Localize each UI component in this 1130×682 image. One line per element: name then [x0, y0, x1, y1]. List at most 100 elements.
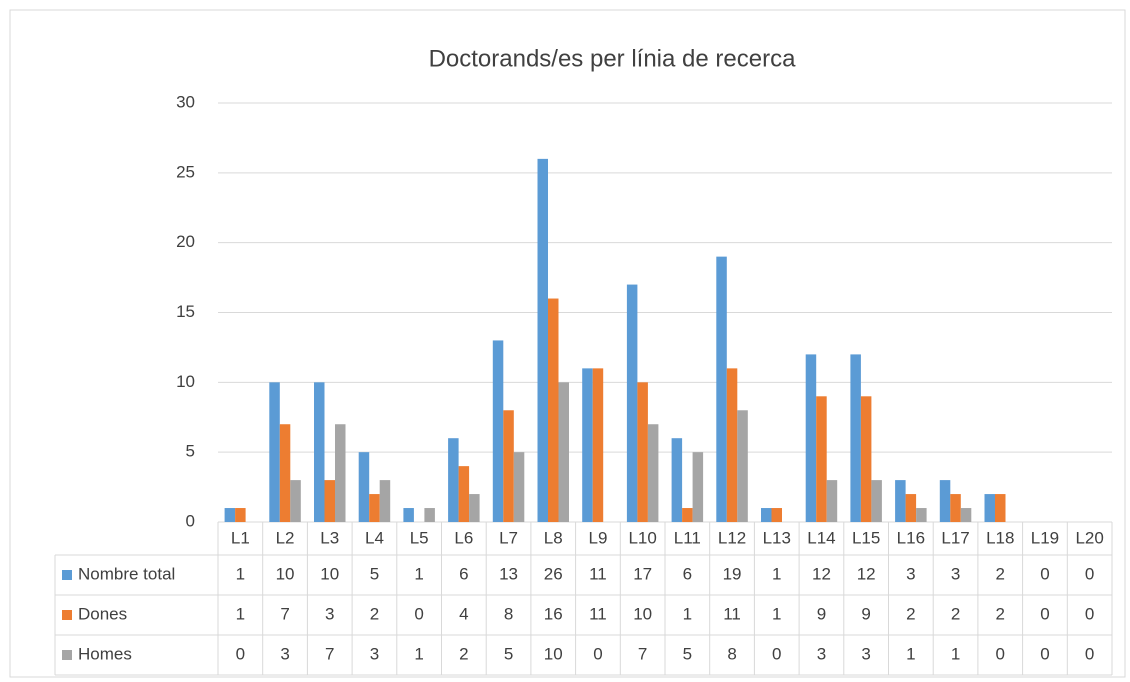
- table-value: 0: [1040, 644, 1049, 663]
- bar: [492, 340, 504, 522]
- x-tick-label: L15: [852, 528, 880, 547]
- bar: [537, 158, 548, 522]
- bar: [637, 382, 648, 522]
- table-value: 4: [459, 604, 468, 623]
- bar: [984, 494, 995, 522]
- table-value: 3: [370, 644, 379, 663]
- table-value: 0: [236, 644, 245, 663]
- bar: [582, 368, 593, 522]
- table-value: 3: [280, 644, 289, 663]
- table-value: 2: [951, 604, 960, 623]
- table-value: 1: [772, 564, 781, 583]
- table-value: 1: [236, 604, 245, 623]
- table-value: 12: [812, 564, 831, 583]
- bar: [850, 354, 861, 522]
- x-tick-label: L6: [454, 528, 473, 547]
- x-tick-label: L7: [499, 528, 518, 547]
- x-tick-label: L5: [410, 528, 429, 547]
- legend-label: Homes: [78, 644, 132, 663]
- x-tick-label: L20: [1075, 528, 1103, 547]
- x-tick-label: L8: [544, 528, 563, 547]
- table-value: 11: [589, 564, 607, 583]
- table-value: 1: [772, 604, 781, 623]
- table-value: 6: [459, 564, 468, 583]
- table-value: 10: [276, 564, 295, 583]
- table-value: 19: [723, 564, 742, 583]
- table-value: 0: [593, 644, 602, 663]
- table-value: 1: [236, 564, 245, 583]
- bar: [403, 508, 414, 522]
- chart-title: Doctorands/es per línia de recerca: [429, 45, 797, 72]
- table-value: 7: [280, 604, 289, 623]
- bar: [995, 494, 1006, 522]
- bar: [290, 480, 301, 522]
- bar: [626, 284, 638, 522]
- table-value: 0: [1085, 604, 1094, 623]
- x-tick-label: L1: [231, 528, 250, 547]
- bar: [682, 508, 693, 522]
- table-value: 0: [1040, 564, 1049, 583]
- bar: [279, 424, 291, 522]
- y-tick-label: 25: [176, 162, 195, 181]
- table-value: 0: [1085, 644, 1094, 663]
- x-tick-label: L9: [588, 528, 607, 547]
- table-value: 2: [906, 604, 915, 623]
- table-value: 1: [951, 644, 960, 663]
- x-tick-label: L13: [763, 528, 791, 547]
- table-value: 17: [633, 564, 652, 583]
- x-tick-label: L17: [941, 528, 969, 547]
- bar: [469, 494, 480, 522]
- y-tick-label: 30: [176, 92, 195, 111]
- x-tick-label: L2: [276, 528, 295, 547]
- table-value: 13: [499, 564, 518, 583]
- y-tick-label: 15: [176, 302, 195, 321]
- table-value: 8: [727, 644, 736, 663]
- x-tick-label: L11: [674, 528, 701, 547]
- table-value: 3: [906, 564, 915, 583]
- table-value: 5: [370, 564, 379, 583]
- bar: [761, 508, 772, 522]
- bar: [335, 424, 346, 522]
- table-value: 16: [544, 604, 563, 623]
- y-tick-label: 0: [186, 511, 195, 530]
- x-tick-label: L3: [320, 528, 339, 547]
- bar: [424, 508, 435, 522]
- y-tick-label: 5: [186, 442, 195, 461]
- bar: [860, 396, 872, 522]
- x-tick-label: L10: [628, 528, 656, 547]
- bar: [871, 480, 882, 522]
- bar: [960, 508, 972, 522]
- bar: [269, 382, 280, 522]
- bar: [895, 480, 906, 522]
- x-tick-label: L4: [365, 528, 384, 547]
- table-value: 3: [951, 564, 960, 583]
- y-tick-label: 20: [176, 232, 195, 251]
- bar: [771, 508, 782, 522]
- table-value: 1: [906, 644, 915, 663]
- table-value: 5: [683, 644, 692, 663]
- table-value: 6: [683, 564, 692, 583]
- table-value: 10: [633, 604, 652, 623]
- table-value: 8: [504, 604, 513, 623]
- bar: [905, 494, 917, 522]
- bar: [448, 438, 459, 522]
- legend-key: [62, 610, 72, 620]
- table-value: 9: [861, 604, 870, 623]
- table-value: 5: [504, 644, 513, 663]
- x-tick-label: L18: [986, 528, 1014, 547]
- x-tick-label: L19: [1031, 528, 1059, 547]
- bar: [503, 410, 514, 522]
- table-value: 1: [683, 604, 692, 623]
- table-value: 0: [996, 644, 1005, 663]
- table-value: 2: [459, 644, 468, 663]
- table-value: 3: [861, 644, 870, 663]
- bar: [513, 452, 525, 522]
- legend-label: Nombre total: [78, 564, 175, 583]
- table-value: 10: [320, 564, 339, 583]
- bar: [324, 480, 335, 522]
- bar: [235, 508, 246, 522]
- bar: [458, 466, 470, 522]
- table-value: 11: [589, 604, 607, 623]
- table-value: 2: [996, 564, 1005, 583]
